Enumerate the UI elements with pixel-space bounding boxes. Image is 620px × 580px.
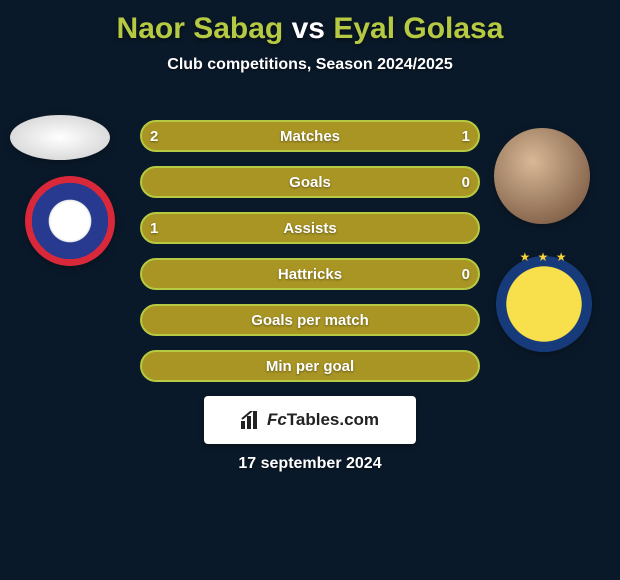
stat-label: Matches — [280, 128, 340, 145]
player2-club-badge — [496, 256, 592, 352]
stat-row: Goals per match — [140, 304, 480, 336]
stat-label: Assists — [283, 220, 336, 237]
stat-label: Min per goal — [266, 358, 354, 375]
stat-row: Hattricks 0 — [140, 258, 480, 290]
stat-row: Assists 1 — [140, 212, 480, 244]
brand-suffix: Tables.com — [287, 410, 379, 429]
brand-prefix: Fc — [267, 410, 287, 429]
comparison-title: Naor Sabag vs Eyal Golasa — [0, 0, 620, 46]
stat-value-right: 0 — [462, 174, 470, 191]
stat-label: Goals — [289, 174, 331, 191]
brand-footer: FcTables.com — [204, 396, 416, 444]
date-text: 17 september 2024 — [0, 455, 620, 473]
stat-row: Goals 0 — [140, 166, 480, 198]
player2-avatar — [494, 128, 590, 224]
stat-label: Goals per match — [251, 312, 369, 329]
player1-name: Naor Sabag — [117, 12, 284, 45]
subtitle: Club competitions, Season 2024/2025 — [0, 56, 620, 74]
stat-row: Matches 2 1 — [140, 120, 480, 152]
stat-value-left: 1 — [150, 220, 158, 237]
player1-avatar — [10, 115, 110, 160]
stat-row: Min per goal — [140, 350, 480, 382]
player2-name: Eyal Golasa — [333, 12, 503, 45]
stat-label: Hattricks — [278, 266, 342, 283]
stats-area: Matches 2 1 Goals 0 Assists 1 Hattricks 0 Goals p… — [140, 120, 480, 396]
vs-text: vs — [292, 12, 325, 45]
stat-value-left: 2 — [150, 128, 158, 145]
stat-value-right: 0 — [462, 266, 470, 283]
stat-value-right: 1 — [462, 128, 470, 145]
chart-icon — [241, 411, 263, 429]
player1-club-badge — [25, 176, 115, 266]
